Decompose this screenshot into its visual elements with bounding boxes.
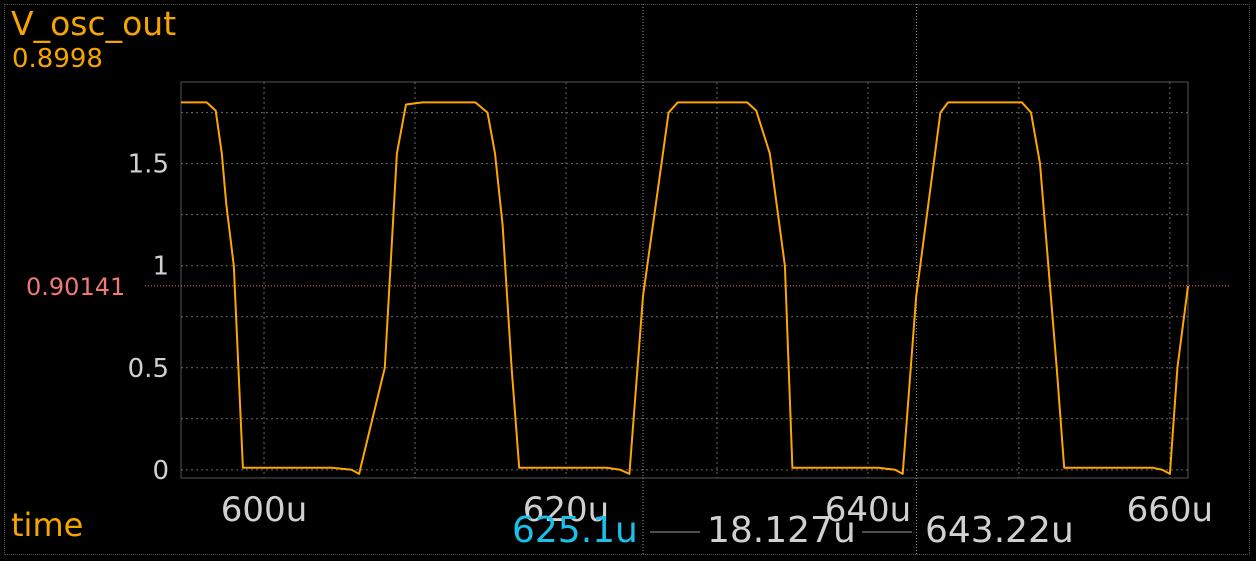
trace-name: V_osc_out — [11, 4, 177, 43]
y-tick-label: 0 — [152, 456, 169, 486]
y-tick-label: 1 — [152, 252, 169, 282]
y-tick-label: 0.5 — [128, 354, 169, 384]
cursor2-value[interactable]: 643.22u — [925, 510, 1074, 551]
x-tick-label: 660u — [1127, 490, 1213, 530]
x-tick-label: 620u — [523, 490, 609, 530]
plot-area-border — [180, 81, 1189, 479]
x-tick-label: 600u — [221, 490, 307, 530]
x-tick-label: 640u — [825, 490, 911, 530]
x-axis-name: time — [11, 506, 84, 544]
y-tick-label: 1.5 — [128, 150, 169, 180]
cursor1-value[interactable]: 625.1u — [512, 510, 638, 551]
trace-value: 0.8998 — [12, 44, 103, 74]
hcursor-value: 0.90141 — [26, 273, 126, 301]
series-line — [181, 101, 1189, 475]
cursor-delta: 18.127u — [707, 510, 856, 551]
